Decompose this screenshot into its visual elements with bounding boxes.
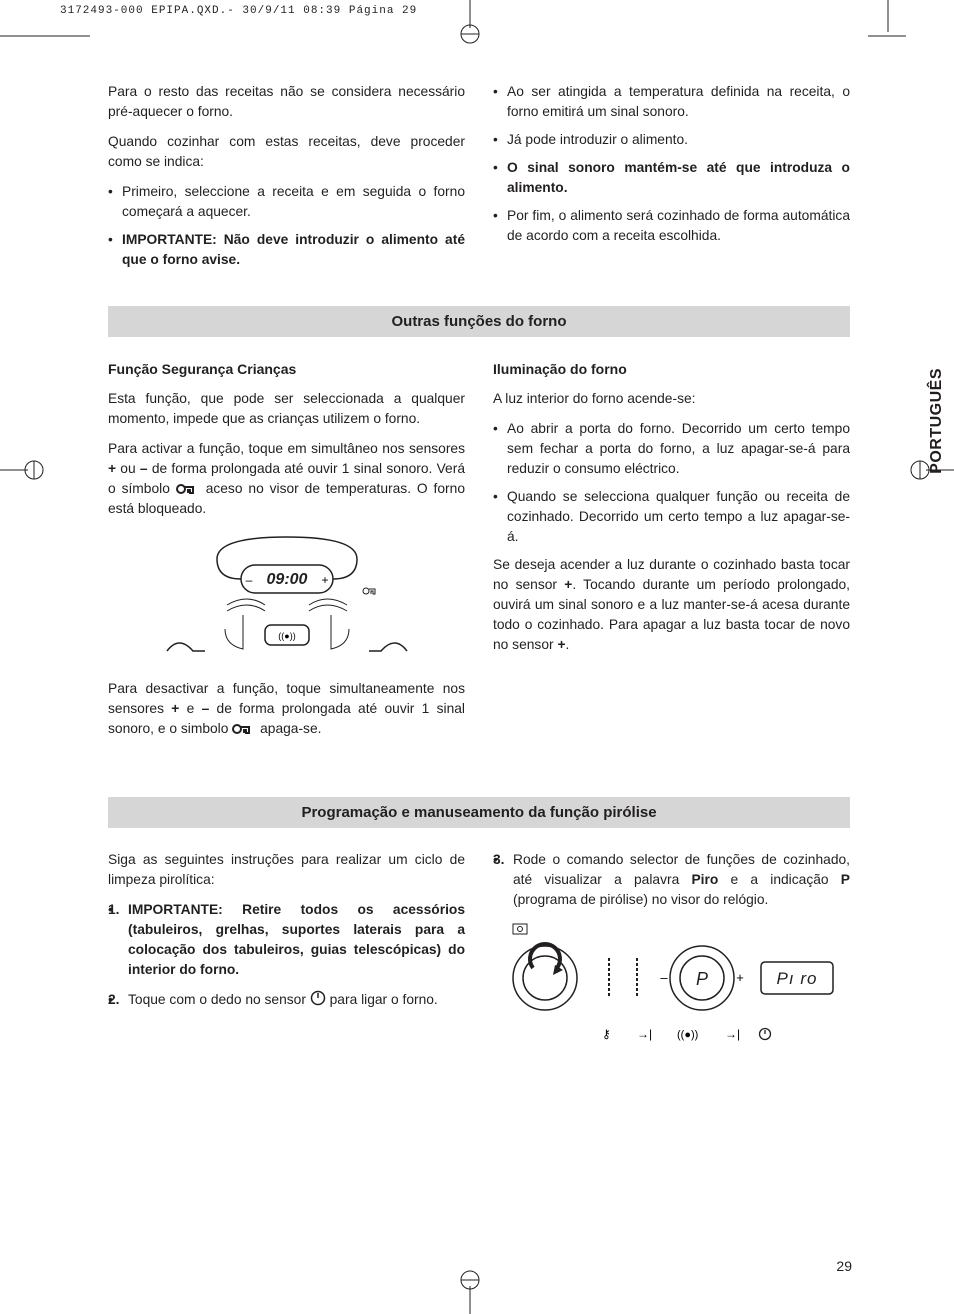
list-item: Ao abrir a porta do forno. Decorrido um … bbox=[493, 419, 850, 479]
step-3: 3. Rode o comando selector de funções de… bbox=[493, 850, 850, 910]
page-content: Para o resto das receitas não se conside… bbox=[108, 82, 850, 1060]
child-safety-heading: Função Segurança Crianças bbox=[108, 359, 465, 379]
section-pirolise: Programação e manuseamento da função pir… bbox=[108, 797, 850, 828]
svg-text:((●)): ((●)) bbox=[677, 1029, 698, 1041]
oven-display-figure: 09:00 – + ((●)) bbox=[157, 529, 417, 669]
intro-col-right: Ao ser atingida a temperatura definida n… bbox=[493, 82, 850, 278]
section2-col-left: Siga as seguintes instruções para realiz… bbox=[108, 850, 465, 1060]
list-item: IMPORTANTE: Não deve introduzir o alimen… bbox=[108, 230, 465, 270]
section-outras-funcoes: Outras funções do forno bbox=[108, 306, 850, 337]
lighting-heading: Iluminação do forno bbox=[493, 359, 850, 379]
crop-mark-tl bbox=[0, 35, 90, 37]
body-text: Para desactivar a função, toque simultan… bbox=[108, 679, 465, 739]
crop-mark-tr2 bbox=[887, 0, 889, 32]
section2-col-right: 3. Rode o comando selector de funções de… bbox=[493, 850, 850, 1060]
svg-text:+: + bbox=[736, 970, 744, 985]
list-item: Ao ser atingida a temperatura definida n… bbox=[493, 82, 850, 122]
list-item: Por fim, o alimento será cozinhado de fo… bbox=[493, 206, 850, 246]
intro-p2: Quando cozinhar com estas receitas, deve… bbox=[108, 132, 465, 172]
lock-icon bbox=[232, 723, 256, 735]
svg-text:((●)): ((●)) bbox=[278, 631, 295, 641]
svg-text:–: – bbox=[660, 970, 668, 985]
lock-icon bbox=[176, 483, 200, 495]
step-1: 1.IMPORTANTE: Retire todos os acessórios… bbox=[108, 900, 465, 980]
crop-mark-left bbox=[0, 450, 50, 490]
svg-text:+: + bbox=[321, 573, 328, 587]
svg-text:09:00: 09:00 bbox=[266, 571, 307, 588]
svg-text:→|: →| bbox=[725, 1027, 740, 1041]
section1-col-right: Iluminação do forno A luz interior do fo… bbox=[493, 359, 850, 749]
page-number: 29 bbox=[836, 1258, 852, 1274]
list-item: Quando se selecciona qualquer função ou … bbox=[493, 487, 850, 547]
body-text: Se deseja acender a luz durante o cozinh… bbox=[493, 555, 850, 655]
svg-text:P: P bbox=[695, 969, 707, 989]
intro-p1: Para o resto das receitas não se conside… bbox=[108, 82, 465, 122]
crop-mark-bottom bbox=[450, 1264, 490, 1314]
list-item: O sinal sonoro mantém-se até que introdu… bbox=[493, 158, 850, 198]
svg-text:–: – bbox=[245, 573, 252, 587]
intro-col-left: Para o resto das receitas não se conside… bbox=[108, 82, 465, 278]
section1-columns: Função Segurança Crianças Esta função, q… bbox=[108, 359, 850, 749]
language-tab: PORTUGUÊS bbox=[928, 368, 946, 474]
list-item: Já pode introduzir o alimento. bbox=[493, 130, 850, 150]
body-text: Siga as seguintes instruções para realiz… bbox=[108, 850, 465, 890]
body-text: Esta função, que pode ser seleccionada a… bbox=[108, 389, 465, 429]
svg-text:⚷: ⚷ bbox=[602, 1027, 611, 1041]
crop-mark-tr bbox=[868, 35, 906, 37]
step-2: 2. Toque com o dedo no sensor para ligar… bbox=[108, 990, 465, 1010]
svg-text:Pı ro: Pı ro bbox=[776, 969, 817, 988]
body-text: A luz interior do forno acende-se: bbox=[493, 389, 850, 409]
intro-columns: Para o resto das receitas não se conside… bbox=[108, 82, 850, 278]
list-item: Primeiro, seleccione a receita e em segu… bbox=[108, 182, 465, 222]
section2-columns: Siga as seguintes instruções para realiz… bbox=[108, 850, 850, 1060]
file-header: 3172493-000 EPIPA.QXD.- 30/9/11 08:39 Pá… bbox=[60, 5, 417, 17]
svg-text:→|: →| bbox=[637, 1027, 652, 1041]
control-panel-figure: P – + Pı ro ⚷ →| ((●)) →| bbox=[497, 920, 847, 1050]
section1-col-left: Função Segurança Crianças Esta função, q… bbox=[108, 359, 465, 749]
power-icon bbox=[310, 990, 326, 1006]
body-text: Para activar a função, toque em simultân… bbox=[108, 439, 465, 519]
crop-mark-top bbox=[450, 0, 490, 50]
